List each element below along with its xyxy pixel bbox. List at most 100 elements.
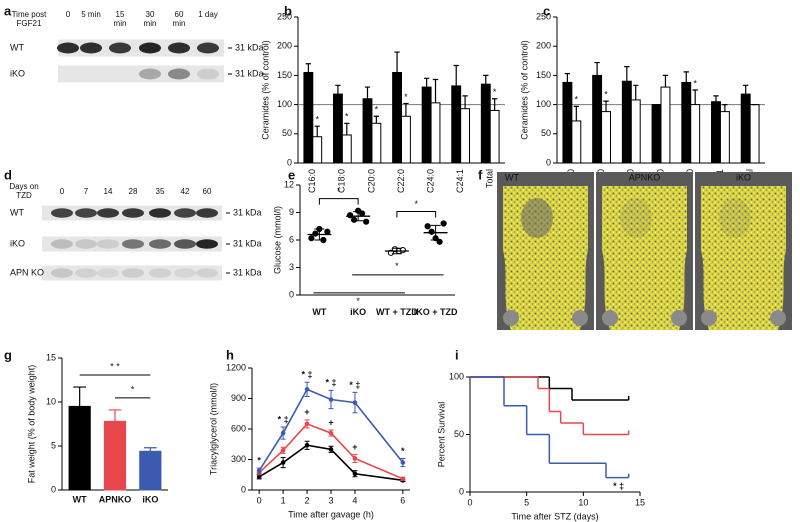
blot-band — [174, 268, 196, 278]
comparison-label: * — [414, 199, 418, 209]
data-point — [440, 220, 447, 227]
comparison-label: * — [356, 296, 360, 306]
bar — [601, 111, 611, 164]
x-tick-label: C16:0 — [307, 169, 317, 193]
blot-band — [149, 239, 171, 249]
bar — [711, 101, 721, 164]
blot-band — [51, 268, 73, 278]
x-tick-label: 4 — [352, 495, 357, 505]
y-tick-label: 6 — [289, 234, 294, 244]
blot-band — [57, 42, 79, 54]
y-tick-label: 0 — [289, 289, 294, 299]
panel-letter: f — [478, 167, 483, 182]
bar — [651, 104, 662, 164]
data-point — [351, 216, 358, 223]
significance-mark: * — [257, 456, 261, 466]
y-tick-label: 250 — [536, 11, 551, 21]
error-bar — [423, 77, 430, 88]
bar — [592, 74, 603, 164]
y-tick-label: 200 — [277, 41, 292, 51]
significance-mark: * ‡ — [278, 414, 289, 424]
blot-title: Time post FGF21 — [11, 10, 47, 28]
comparison-label: * — [131, 384, 135, 394]
x-tick-label: iKO — [350, 307, 367, 317]
panel-letter: g — [4, 347, 12, 362]
scan-hip — [770, 310, 786, 326]
blot-band — [139, 42, 161, 54]
data-point — [324, 228, 331, 235]
x-tick-label: C20:0 — [366, 169, 376, 193]
scan-organ — [521, 198, 553, 238]
error-bar — [662, 74, 669, 88]
panel-letter: a — [4, 3, 12, 18]
data-point — [428, 228, 435, 235]
significance-mark: + — [304, 407, 309, 417]
x-axis-label: Time after STZ (days) — [511, 511, 598, 521]
panel-letter: i — [455, 347, 459, 362]
lane-label: 14 — [103, 187, 113, 196]
blot-band — [168, 42, 190, 54]
error-bar — [305, 63, 312, 73]
error-bar — [73, 386, 87, 407]
error-bar — [403, 102, 409, 117]
error-bar — [624, 66, 630, 82]
data-point — [256, 468, 262, 473]
data-point — [328, 430, 334, 436]
blot-band — [139, 68, 161, 80]
y-tick-label: 150 — [277, 70, 292, 80]
blot-band — [51, 208, 73, 218]
y-tick-label: 100 — [536, 99, 551, 109]
blot-band — [122, 239, 144, 249]
bar — [460, 108, 471, 164]
x-tick-label: C18:0 — [337, 169, 347, 193]
data-point — [352, 471, 358, 477]
bar — [341, 134, 352, 164]
image-label: APNKO — [629, 172, 661, 182]
error-bar — [364, 86, 371, 99]
panel-letter: e — [288, 167, 295, 182]
blot-band — [122, 268, 144, 278]
y-axis-label: Percent Survival — [436, 402, 446, 468]
error-bar — [633, 84, 639, 100]
y-tick-label: 50 — [541, 128, 551, 138]
image-label: iKO — [736, 172, 751, 182]
lane-label: 0 — [59, 187, 65, 196]
error-bar — [564, 73, 571, 83]
panel-letter: d — [4, 167, 12, 182]
scan-hip — [503, 310, 519, 326]
bar — [740, 93, 751, 164]
marker-label: 31 kDa — [233, 207, 262, 217]
comparison-bracket — [396, 211, 437, 218]
data-point — [424, 223, 431, 230]
x-tick-label: 0 — [257, 495, 262, 505]
data-point — [312, 230, 319, 237]
blot-band — [109, 42, 131, 54]
x-tick-label: 6 — [400, 495, 405, 505]
data-point — [280, 430, 286, 436]
significance-mark: * — [375, 105, 379, 115]
bar — [630, 99, 641, 164]
sd-bar — [391, 247, 402, 255]
series-line — [258, 422, 404, 480]
blot-strip — [42, 265, 222, 281]
error-bar — [743, 84, 749, 95]
lane-label: 5 min — [81, 10, 101, 19]
marker-label: 31 kDa — [233, 267, 262, 277]
y-tick-label: 12 — [284, 179, 294, 189]
error-bar — [603, 100, 609, 112]
error-bar — [394, 51, 400, 73]
y-tick-label: 0 — [546, 157, 551, 167]
y-tick-label: 600 — [231, 423, 246, 433]
bar — [749, 104, 760, 164]
series-line — [258, 388, 404, 472]
data-point — [304, 387, 310, 392]
bar — [681, 81, 692, 164]
bar — [660, 86, 671, 164]
error-bar — [462, 95, 468, 109]
data-point — [256, 474, 262, 480]
bar — [392, 71, 402, 164]
marker-label: 31 kDa — [233, 238, 262, 248]
y-tick-label: 250 — [277, 11, 292, 21]
blot-band — [97, 239, 119, 249]
scan-hip — [671, 310, 687, 326]
